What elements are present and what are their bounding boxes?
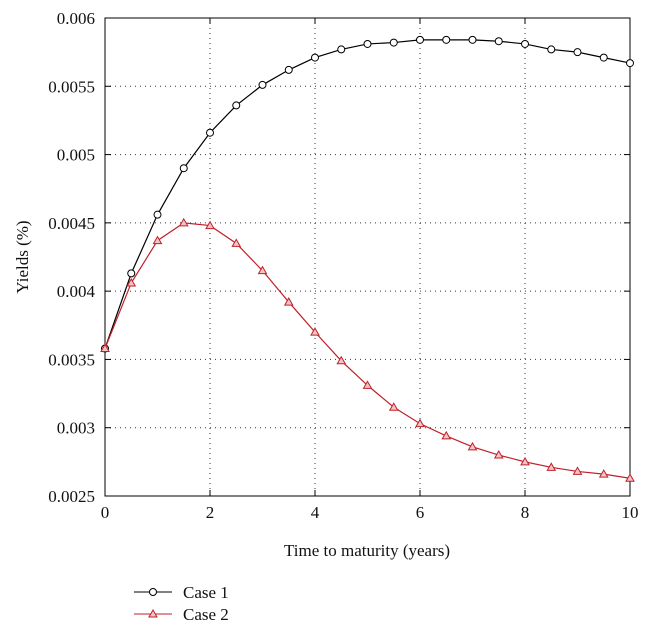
data-point-case-2 bbox=[625, 473, 635, 482]
data-point-case-1 bbox=[232, 101, 241, 110]
x-tick-label: 8 bbox=[521, 503, 530, 522]
data-point-case-1 bbox=[284, 65, 293, 74]
data-point-case-2 bbox=[493, 450, 504, 459]
data-point-case-2 bbox=[100, 343, 110, 353]
series-line-case-2 bbox=[104, 222, 631, 479]
legend-label: Case 1 bbox=[183, 583, 229, 602]
data-point-case-2 bbox=[178, 217, 189, 227]
series bbox=[100, 35, 635, 482]
data-point-case-1 bbox=[153, 210, 162, 219]
data-point-case-2 bbox=[336, 355, 347, 365]
data-point-case-1 bbox=[626, 59, 634, 68]
data-point-case-1 bbox=[521, 39, 529, 48]
data-point-case-1 bbox=[363, 39, 372, 48]
data-point-case-2 bbox=[441, 430, 452, 440]
x-tick-label: 4 bbox=[311, 503, 320, 522]
data-point-case-1 bbox=[206, 128, 214, 137]
y-tick-label: 0.005 bbox=[57, 146, 95, 165]
legend-marker-triangle-icon bbox=[148, 608, 158, 618]
legend: Case 1 Case 2 bbox=[134, 583, 229, 624]
data-point-case-1 bbox=[311, 53, 319, 62]
data-point-case-2 bbox=[362, 380, 373, 389]
data-point-case-2 bbox=[388, 402, 399, 411]
data-point-case-2 bbox=[467, 441, 478, 451]
x-tick-label: 6 bbox=[416, 503, 425, 522]
data-point-case-2 bbox=[126, 277, 137, 287]
y-tick-label: 0.0025 bbox=[48, 487, 95, 506]
data-point-case-2 bbox=[257, 265, 268, 275]
axes: 0 2 4 6 8 10 0.0025 0.003 0.0035 0.004 0.0045 0.005… bbox=[48, 9, 638, 522]
data-point-case-1 bbox=[442, 35, 451, 44]
legend-item-case-1: Case 1 bbox=[134, 583, 229, 602]
y-axis-title: Yields (%) bbox=[13, 220, 32, 293]
legend-label: Case 2 bbox=[183, 605, 229, 624]
y-tick-label: 0.0035 bbox=[48, 350, 95, 369]
data-point-case-1 bbox=[573, 48, 582, 57]
y-tick-label: 0.003 bbox=[57, 419, 95, 438]
grid bbox=[105, 18, 630, 496]
data-point-case-1 bbox=[127, 269, 136, 278]
y-tick-label: 0.0055 bbox=[48, 77, 95, 96]
data-point-case-1 bbox=[547, 45, 556, 54]
data-point-case-1 bbox=[258, 80, 267, 89]
series-line-case-1 bbox=[104, 39, 631, 349]
data-point-case-1 bbox=[494, 37, 503, 46]
data-point-case-1 bbox=[599, 53, 608, 62]
x-tick-label: 10 bbox=[622, 503, 639, 522]
data-point-case-2 bbox=[546, 462, 557, 471]
data-point-case-1 bbox=[389, 38, 398, 47]
data-point-case-2 bbox=[152, 235, 163, 245]
data-point-case-2 bbox=[283, 297, 294, 306]
y-tick-label: 0.006 bbox=[57, 9, 95, 28]
data-point-case-1 bbox=[416, 35, 424, 44]
data-point-case-1 bbox=[337, 45, 346, 54]
data-point-case-2 bbox=[205, 220, 215, 230]
x-tick-label: 0 bbox=[101, 503, 110, 522]
plot-frame bbox=[104, 17, 631, 497]
data-point-case-2 bbox=[598, 469, 609, 478]
data-point-case-2 bbox=[310, 327, 320, 336]
data-point-case-1 bbox=[179, 164, 188, 173]
data-point-case-2 bbox=[231, 238, 242, 247]
data-point-case-1 bbox=[468, 35, 477, 44]
data-point-case-2 bbox=[520, 456, 530, 466]
data-point-case-2 bbox=[572, 466, 583, 475]
legend-item-case-2: Case 2 bbox=[134, 605, 229, 624]
x-tick-label: 2 bbox=[206, 503, 215, 522]
legend-marker-circle-icon bbox=[149, 588, 157, 596]
data-point-case-2 bbox=[415, 418, 425, 428]
y-tick-label: 0.0045 bbox=[48, 214, 95, 233]
y-tick-label: 0.004 bbox=[57, 282, 96, 301]
x-axis-title: Time to maturity (years) bbox=[284, 541, 450, 560]
